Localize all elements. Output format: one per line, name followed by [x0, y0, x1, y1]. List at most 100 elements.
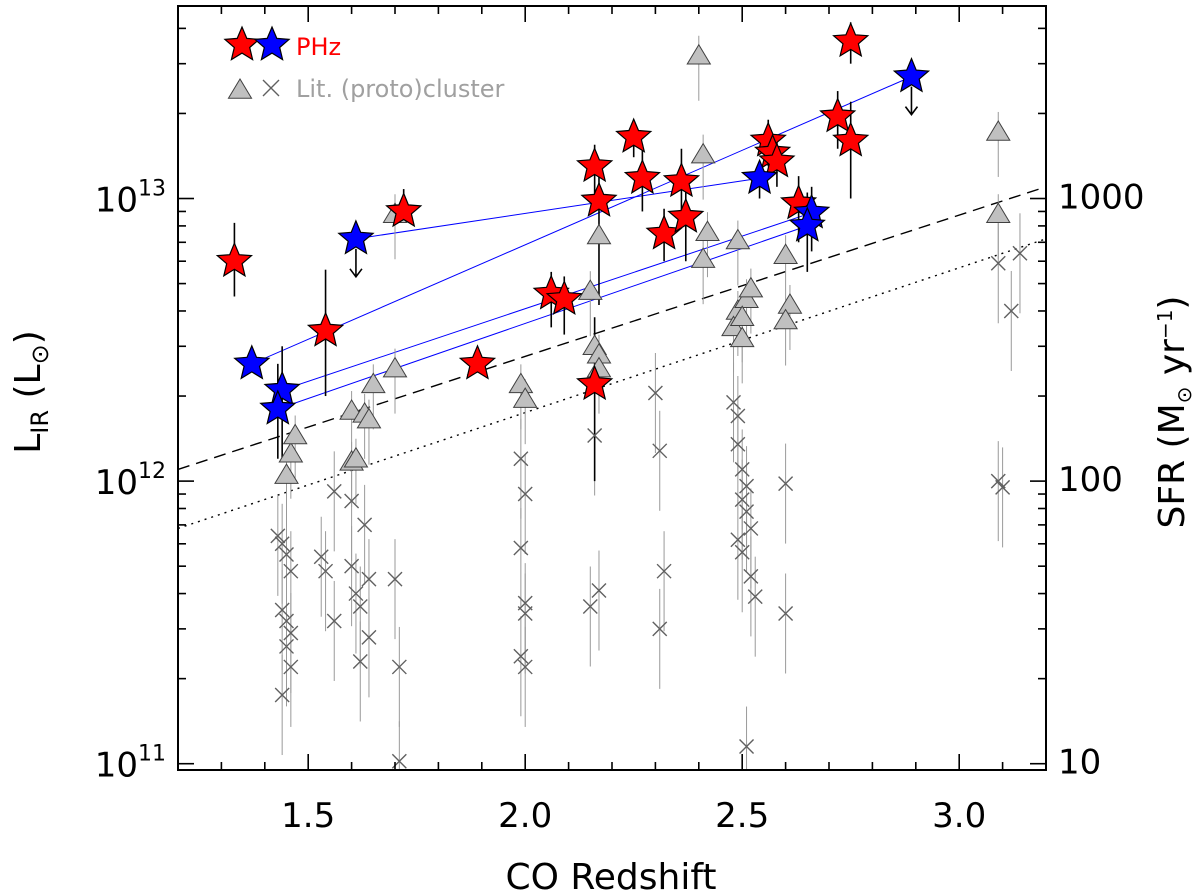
ylabel-right-yr: yr: [1152, 339, 1193, 387]
lit-triangle-point: [360, 372, 386, 394]
lit-cross-point: [591, 583, 607, 599]
lit-cross-point: [778, 476, 794, 492]
lit-triangle-point: [274, 463, 299, 484]
legend-markers: [223, 25, 291, 99]
lit-cross-point: [990, 255, 1006, 271]
lit-cross-point: [730, 408, 746, 424]
phz-red-star: [580, 181, 618, 217]
lit-cross-point: [517, 606, 533, 622]
phz-blue-star: [892, 57, 931, 93]
lit-triangle-point: [773, 243, 799, 264]
ylabel-right-sfr: SFR (M: [1152, 403, 1193, 528]
lit-triangle-points: [274, 43, 1011, 484]
phz-red-star: [545, 279, 583, 316]
phz-star-points: [215, 21, 931, 425]
ylabel-close: ): [8, 330, 49, 344]
lit-cross-point: [730, 532, 746, 548]
reference-line-dashed: [177, 186, 1047, 471]
y-tick-label: 1012: [95, 459, 166, 503]
ylabel-right-exp: −1: [1153, 310, 1177, 339]
lit-cross-point: [652, 621, 668, 637]
lit-cross-point: [279, 613, 294, 629]
lit-triangle-point: [577, 279, 603, 300]
lit-cross-point: [652, 443, 668, 459]
lit-cross-point: [734, 461, 750, 477]
phz-red-star: [576, 146, 614, 183]
x-tick-label: 2.5: [715, 796, 769, 836]
y-tick-base: 10: [95, 181, 138, 221]
lit-triangle-point: [356, 407, 382, 429]
lit-cross-point: [318, 563, 334, 579]
lit-cross-point: [517, 659, 533, 675]
ylabel-l: L: [8, 434, 49, 454]
lit-cross-point: [517, 595, 533, 611]
reference-lines: [177, 186, 1047, 530]
phz-red-star: [819, 97, 857, 133]
model-track-line: [277, 225, 808, 410]
y-tick-exponent: 12: [138, 459, 166, 484]
model-track-line: [251, 76, 912, 365]
lit-triangle-point: [985, 119, 1011, 141]
lit-cross-point: [352, 599, 368, 614]
phz-red-star: [615, 117, 653, 153]
lit-cross-point: [734, 544, 750, 560]
phz-red-star: [758, 142, 796, 178]
lit-cross-point: [274, 536, 290, 552]
y-right-tick-label: 10: [1058, 743, 1101, 783]
phz-red-star: [576, 364, 614, 401]
lit-cross-point: [279, 546, 294, 562]
y-tick-exponent: 13: [138, 177, 166, 202]
lit-cross-point: [587, 428, 603, 444]
lit-triangle-point: [695, 220, 720, 241]
lit-triangle-point: [773, 308, 799, 330]
legend-blue-star: [253, 25, 291, 61]
phz-red-star: [662, 161, 701, 198]
legend-triangle: [227, 78, 253, 99]
phz-red-star: [306, 311, 345, 347]
lit-triangle-point: [985, 202, 1011, 223]
ylabel-sun: ⊙: [26, 344, 54, 364]
lit-cross-point: [387, 571, 403, 587]
svg-text:SFR (M⊙ yr−1): SFR (M⊙ yr−1): [1152, 296, 1196, 529]
lit-triangle-point: [282, 423, 308, 445]
ylabel-right-sun: ⊙: [1172, 387, 1196, 404]
y-tick-label: 1013: [95, 177, 166, 221]
y-right-tick-label: 1000: [1058, 178, 1145, 218]
lit-triangle-point: [729, 305, 755, 327]
lit-triangle-point: [686, 43, 712, 65]
phz-red-star: [832, 121, 870, 157]
lit-cross-point: [726, 394, 742, 410]
phz-red-star: [458, 344, 497, 380]
lit-cross-point: [348, 586, 364, 602]
legend-label-lit: Lit. (proto)cluster: [296, 75, 505, 103]
lit-triangle-point: [777, 293, 803, 314]
upper-limit-arrow: [349, 248, 363, 279]
ylabel-sub: IR: [26, 410, 54, 434]
lit-cross-point: [739, 739, 755, 755]
y-right-tick-label: 100: [1058, 460, 1123, 500]
x-tick-label: 3.0: [932, 796, 986, 836]
lit-triangle-point: [586, 223, 612, 245]
y-tick-label: 1011: [95, 742, 166, 786]
phz-red-star: [385, 191, 423, 228]
lit-triangle-point: [278, 441, 304, 463]
lit-triangle-point: [738, 276, 764, 298]
lit-cross-point: [743, 520, 759, 536]
y-tick-base: 10: [95, 463, 138, 503]
legend-red-star: [223, 25, 261, 61]
lit-cross-point: [313, 549, 329, 565]
lit-cross-point: [391, 659, 407, 675]
lit-cross-point: [656, 563, 672, 579]
lit-cross-point: [1003, 303, 1019, 319]
x-axis-title: CO Redshift: [505, 857, 716, 892]
lit-cross-point: [582, 599, 598, 614]
upper-limit-arrow: [904, 86, 919, 116]
svg-text:LIR (L⊙): LIR (L⊙): [8, 330, 54, 454]
reference-line-dotted: [177, 238, 1047, 530]
phz-red-star: [623, 158, 661, 195]
lit-triangle-point: [690, 142, 716, 164]
lit-cross-point: [270, 528, 286, 544]
lit-cross-point: [990, 473, 1006, 489]
phz-blue-star: [337, 219, 375, 255]
